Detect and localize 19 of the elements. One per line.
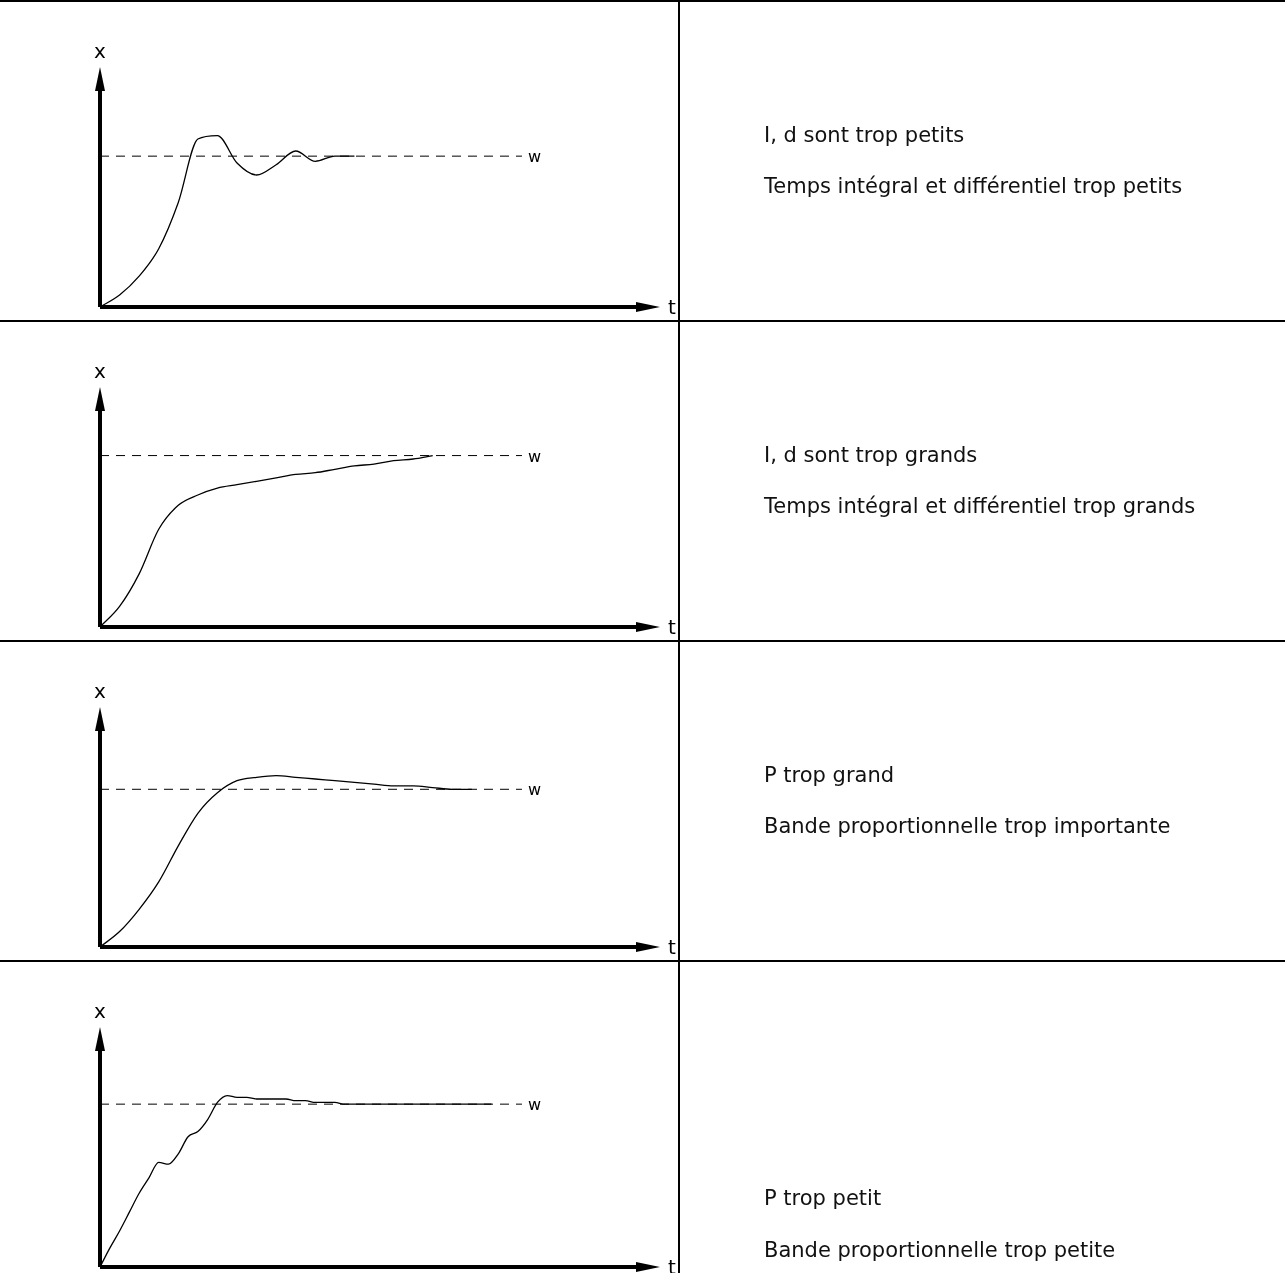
text: Temps intégral et différentiel trop grands [764,493,1197,520]
ref-line-label: w [527,446,542,466]
ref-line-label: w [527,780,542,800]
y-axis-title: x [94,679,107,704]
text: Temps intégral et différentiel trop petits [764,173,1184,200]
text: P trop grand [764,761,896,789]
x-axis-title: t [668,935,677,960]
text: I, d sont trop grands [764,441,979,469]
text: Bande proportionnelle trop petite [764,1236,1117,1264]
x-axis-title: t [668,295,677,320]
y-axis-title: x [94,999,107,1024]
y-axis-title: x [94,39,107,64]
ref-line-label: w [527,1095,542,1115]
text: P trop petit [764,1185,883,1213]
y-axis-title: x [94,359,107,384]
ref-line-label: w [527,147,542,167]
text: I, d sont trop petits [764,121,966,149]
x-axis-title: t [668,615,677,640]
text: Bande proportionnelle trop importante [764,813,1172,840]
